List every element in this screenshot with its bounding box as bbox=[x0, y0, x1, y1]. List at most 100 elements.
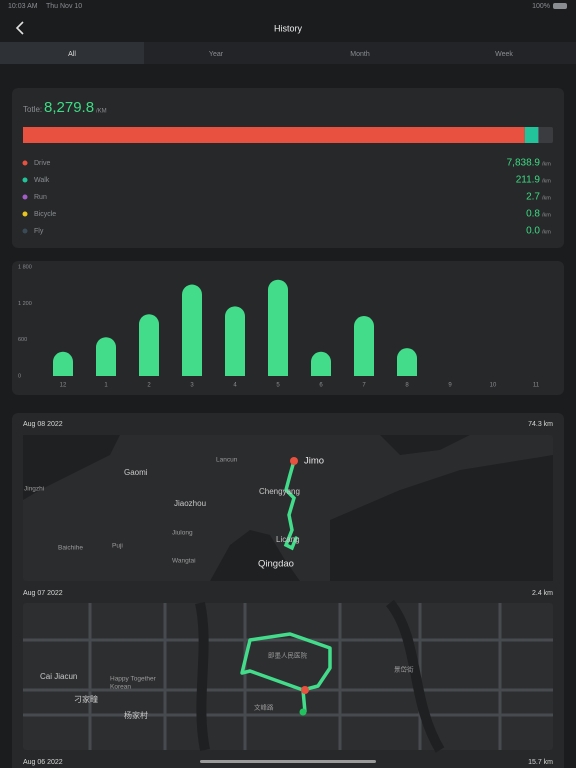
map-label: Cai Jiacun bbox=[40, 672, 77, 681]
trip-date: Aug 08 2022 bbox=[23, 421, 63, 428]
back-button[interactable] bbox=[15, 21, 24, 35]
x-tick-label: 1 bbox=[104, 383, 108, 389]
route-start bbox=[299, 708, 307, 716]
item-value: 2.7 bbox=[526, 192, 540, 203]
item-unit: /km bbox=[542, 161, 551, 167]
bar bbox=[182, 284, 202, 376]
bar bbox=[53, 351, 73, 376]
x-tick-label: 4 bbox=[233, 383, 237, 389]
x-tick-label: 8 bbox=[405, 383, 409, 389]
header-title: History bbox=[274, 23, 303, 33]
map-label: Gaomi bbox=[124, 468, 148, 477]
route bbox=[283, 459, 298, 551]
progress-segment bbox=[524, 127, 539, 143]
item-unit: /km bbox=[542, 178, 551, 184]
map-label: Jiaozhou bbox=[174, 499, 206, 508]
item-value: 0.8 bbox=[526, 209, 540, 220]
map-label: Jimo bbox=[304, 456, 324, 467]
total-value: 8,279.8 bbox=[44, 99, 94, 116]
map-label: 景岱街 bbox=[394, 665, 414, 674]
map-label: Wangtai bbox=[172, 558, 196, 565]
item-name: Walk bbox=[34, 177, 50, 184]
total-label: Totle: bbox=[23, 105, 42, 114]
item-value: 0.0 bbox=[526, 226, 540, 237]
map-label: 即墨人民医院 bbox=[268, 651, 308, 660]
map-label: Chengyang bbox=[259, 487, 300, 496]
y-tick-label: 1 200 bbox=[18, 301, 32, 307]
status-battery: 100% bbox=[532, 3, 550, 10]
map[interactable]: Cai Jiacun Happy Together Korean 刁家疃 杨家村… bbox=[23, 599, 553, 753]
item-unit: /km bbox=[542, 195, 551, 201]
legend-dot bbox=[22, 228, 28, 234]
status-time: 10:03 AM bbox=[8, 3, 38, 10]
legend-dot bbox=[22, 160, 28, 166]
item-value: 7,838.9 bbox=[507, 158, 541, 169]
x-tick-label: 10 bbox=[490, 383, 497, 389]
map-label: Jiulong bbox=[172, 530, 193, 537]
tab[interactable]: Month bbox=[350, 51, 370, 58]
x-tick-label: 6 bbox=[319, 383, 323, 389]
bar bbox=[96, 337, 116, 376]
item-value: 211.9 bbox=[516, 175, 541, 186]
status-date: Thu Nov 10 bbox=[46, 3, 82, 10]
x-tick-label: 12 bbox=[60, 383, 67, 389]
tab[interactable]: Year bbox=[209, 51, 224, 58]
river bbox=[195, 599, 445, 753]
map-label: 刁家疃 bbox=[74, 694, 98, 704]
route bbox=[240, 632, 332, 713]
map-label: Lancun bbox=[216, 457, 238, 464]
map-label: Korean bbox=[110, 684, 131, 691]
item-name: Fly bbox=[34, 228, 44, 235]
x-tick-label: 5 bbox=[276, 383, 280, 389]
trip-date: Aug 06 2022 bbox=[23, 759, 63, 766]
bar bbox=[268, 279, 288, 376]
bar bbox=[225, 306, 245, 376]
route-end bbox=[301, 686, 309, 694]
tab[interactable]: All bbox=[68, 51, 76, 58]
bar bbox=[354, 316, 374, 376]
map[interactable]: Jimo Lancun Gaomi Jingzhi Jiaozhou Cheng… bbox=[23, 435, 553, 581]
map-label: Puji bbox=[112, 543, 123, 550]
item-unit: /km bbox=[542, 212, 551, 218]
y-tick-label: 1 800 bbox=[18, 264, 32, 270]
item-unit: /km bbox=[542, 229, 551, 235]
water bbox=[23, 435, 120, 500]
item-name: Drive bbox=[34, 160, 50, 167]
route-end bbox=[290, 457, 298, 465]
battery-icon bbox=[553, 3, 567, 9]
map-label: Jingzhi bbox=[24, 486, 44, 493]
map-label: Qingdao bbox=[258, 559, 294, 570]
x-tick-label: 2 bbox=[147, 383, 151, 389]
y-tick-label: 600 bbox=[18, 337, 27, 343]
map-label: 杨家村 bbox=[124, 710, 148, 720]
water bbox=[210, 435, 553, 581]
map-label: Licang bbox=[276, 535, 300, 544]
bar bbox=[139, 314, 159, 376]
legend-dot bbox=[22, 177, 28, 183]
progress-segment bbox=[23, 127, 525, 143]
tab[interactable]: Week bbox=[495, 51, 513, 58]
item-name: Run bbox=[34, 194, 47, 201]
bar bbox=[397, 348, 417, 376]
x-tick-label: 9 bbox=[448, 383, 452, 389]
map-background bbox=[23, 603, 553, 750]
x-tick-label: 7 bbox=[362, 383, 366, 389]
total-unit: /KM bbox=[96, 109, 107, 115]
home-indicator bbox=[200, 760, 376, 763]
legend-dot bbox=[22, 211, 28, 217]
trip-date: Aug 07 2022 bbox=[23, 590, 63, 597]
y-tick-label: 0 bbox=[18, 373, 21, 379]
map-label: Happy Together bbox=[110, 676, 157, 683]
tab-active bbox=[0, 42, 144, 64]
bar bbox=[311, 351, 331, 376]
map-label: 文峰路 bbox=[254, 703, 274, 712]
trip-distance: 15.7 km bbox=[528, 759, 553, 766]
map-label: Baichihe bbox=[58, 545, 83, 552]
legend-dot bbox=[22, 194, 28, 200]
summary-card bbox=[12, 88, 564, 248]
item-name: Bicycle bbox=[34, 211, 56, 218]
x-tick-label: 3 bbox=[190, 383, 194, 389]
trip-distance: 74.3 km bbox=[528, 421, 553, 428]
